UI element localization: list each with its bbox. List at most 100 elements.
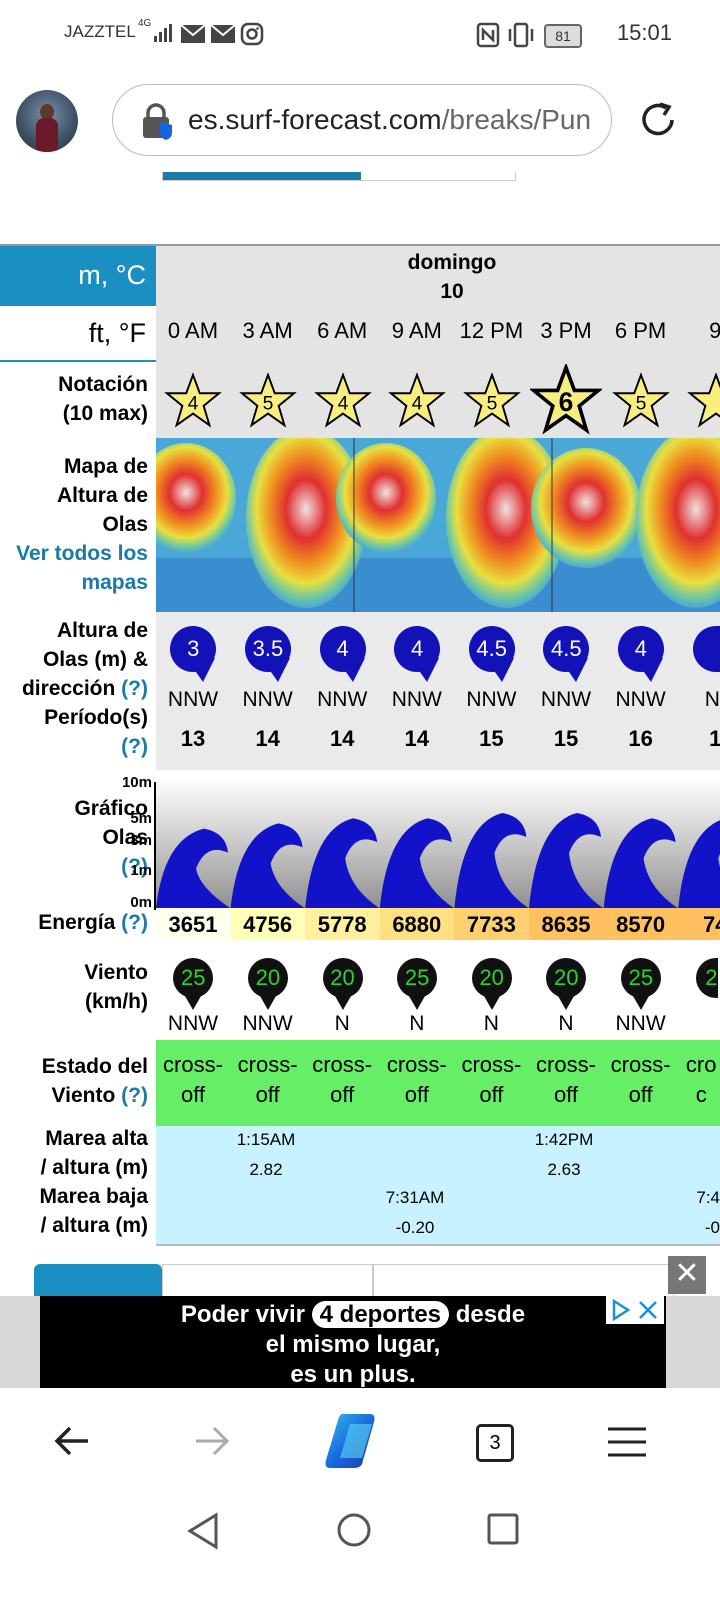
rating-value: 5 — [263, 394, 274, 415]
axis-3m: 3m — [130, 832, 152, 849]
energy-cell — [305, 908, 381, 940]
rating-star-icon: 5 — [612, 372, 670, 428]
wind-state-cell: cross-off — [156, 1050, 230, 1110]
address-bar[interactable] — [112, 84, 612, 156]
hour-label: 6 PM — [614, 318, 667, 343]
ad-line1-post: desde — [455, 1301, 526, 1328]
hour-label: 3 PM — [540, 318, 592, 343]
page-tab-strip[interactable] — [162, 172, 516, 181]
map-tile-1 — [156, 438, 366, 608]
page-tab-active[interactable] — [163, 172, 361, 180]
menu-icon[interactable] — [606, 1426, 648, 1458]
energy-value: 5778 — [317, 912, 367, 937]
all-maps-link-l1[interactable]: Ver todos los — [16, 542, 148, 565]
wind-state-label: Estado del Viento (?) — [0, 1052, 148, 1110]
energy-value: 3651 — [168, 912, 218, 937]
wave-direction: NNW — [242, 688, 293, 711]
low-tide-1-height: -0.20 — [395, 1218, 435, 1237]
period-label: Período(s) — [44, 706, 148, 729]
wave-graph-label: Gráfico Olas (?) — [0, 794, 148, 881]
energy-cell — [454, 908, 530, 940]
url-text[interactable]: es.surf-forecast.com/breaks/Pun — [188, 104, 598, 136]
ad-choices[interactable] — [606, 1296, 664, 1324]
rating-label: Notación (10 max) — [0, 370, 148, 428]
ad-close-button[interactable]: ✕ — [668, 1256, 706, 1294]
axis-0m: 0m — [130, 894, 152, 911]
system-recents-icon[interactable] — [486, 1512, 520, 1546]
profile-avatar[interactable] — [16, 90, 78, 152]
tide-row — [156, 1126, 720, 1244]
close-icon[interactable]: ✕ — [674, 1257, 700, 1290]
hour-label: 9 — [709, 318, 720, 343]
wave-direction-arrow-icon — [636, 658, 663, 682]
wave-direction: NNW — [466, 688, 517, 711]
wind-state-top: cro — [685, 1052, 717, 1077]
unit-metric-button[interactable]: m, °C — [0, 246, 156, 306]
high-tide-1-height: 2.82 — [249, 1160, 283, 1179]
wave-graph-wave — [379, 818, 454, 908]
help-link-graph[interactable]: (?) — [121, 855, 148, 878]
help-link-period[interactable]: (?) — [121, 735, 148, 758]
lock-icon[interactable] — [140, 102, 174, 140]
wave-period: 14 — [404, 726, 430, 751]
wave-height-label-l1: Altura de — [56, 619, 148, 642]
high-tide-label-l2: / altura (m) — [40, 1156, 148, 1179]
wave-height-map[interactable] — [156, 438, 720, 612]
wind-state-cell: cross-off — [604, 1050, 678, 1110]
reload-icon[interactable] — [636, 98, 680, 142]
wave-period: 15 — [553, 726, 579, 751]
copilot-icon[interactable] — [322, 1410, 386, 1472]
help-link-energy[interactable]: (?) — [121, 911, 148, 934]
wind-state-bottom: off — [255, 1082, 280, 1107]
wave-direction-arrow-icon — [562, 658, 589, 682]
ad-banner[interactable]: Poder vivir 4 deportes desde el mismo lu… — [40, 1296, 666, 1388]
ad-choices-icon[interactable] — [606, 1296, 664, 1324]
system-home-icon[interactable] — [336, 1512, 372, 1548]
energy-value: 7733 — [466, 912, 516, 937]
wind-direction: NNW — [615, 1012, 666, 1035]
hour-label: 12 PM — [459, 318, 524, 343]
ad-line1-pre: Poder vivir — [180, 1301, 305, 1328]
wind-state-bottom: off — [628, 1082, 653, 1107]
wind-state-cell: cro c — [678, 1050, 720, 1110]
battery-icon: 81 — [544, 24, 582, 48]
hour-label: 0 AM — [167, 318, 219, 343]
rating-star-icon — [686, 372, 720, 428]
tabs-button[interactable]: 3 — [476, 1424, 514, 1462]
wave-graph-waves — [156, 813, 720, 908]
rating-value: 5 — [486, 394, 497, 415]
help-link-wind-state[interactable]: (?) — [121, 1084, 148, 1107]
page-tab-2[interactable] — [162, 1264, 374, 1305]
wind-state-bottom: off — [479, 1082, 504, 1107]
wave-graph-wave — [454, 813, 529, 908]
energy-value: 8635 — [541, 912, 591, 937]
system-back-icon[interactable] — [186, 1512, 220, 1550]
energy-cell — [156, 908, 232, 940]
wave-graph-wave — [305, 818, 380, 908]
vibrate-icon — [508, 22, 534, 48]
unit-imperial-button[interactable]: ft, °F — [0, 306, 156, 362]
wave-direction-arrow-icon — [413, 658, 440, 682]
wind-speed-circle: 25 — [620, 958, 661, 998]
wind-speed-circle: 20 — [546, 958, 587, 998]
wave-graph-label-l1: Gráfico — [74, 797, 148, 820]
wave-direction-arrow-icon — [338, 658, 365, 682]
wave-graph — [156, 778, 720, 908]
rating-value: 4 — [412, 394, 423, 415]
all-maps-link-l2[interactable]: mapas — [81, 571, 148, 594]
status-bar: JAZZTEL 4G 81 15:01 — [0, 0, 720, 70]
wind-label: Viento (km/h) — [0, 958, 148, 1016]
back-icon[interactable] — [52, 1424, 92, 1458]
day-number: 10 — [440, 280, 464, 303]
forward-icon[interactable] — [192, 1424, 232, 1458]
instagram-icon — [240, 22, 264, 46]
wind-state-top: cross- — [386, 1052, 447, 1077]
wind-speed-circle: 25 — [173, 958, 214, 998]
wave-period: 16 — [628, 726, 653, 751]
wave-direction-arrow-icon — [189, 658, 216, 682]
rating-star-icon: 5 — [462, 372, 521, 428]
wind-state-cell: cross-off — [380, 1050, 454, 1110]
help-link-wave-height[interactable]: (?) — [121, 677, 148, 700]
wave-graph-wave — [529, 813, 603, 908]
tab-count: 3 — [489, 1432, 501, 1454]
